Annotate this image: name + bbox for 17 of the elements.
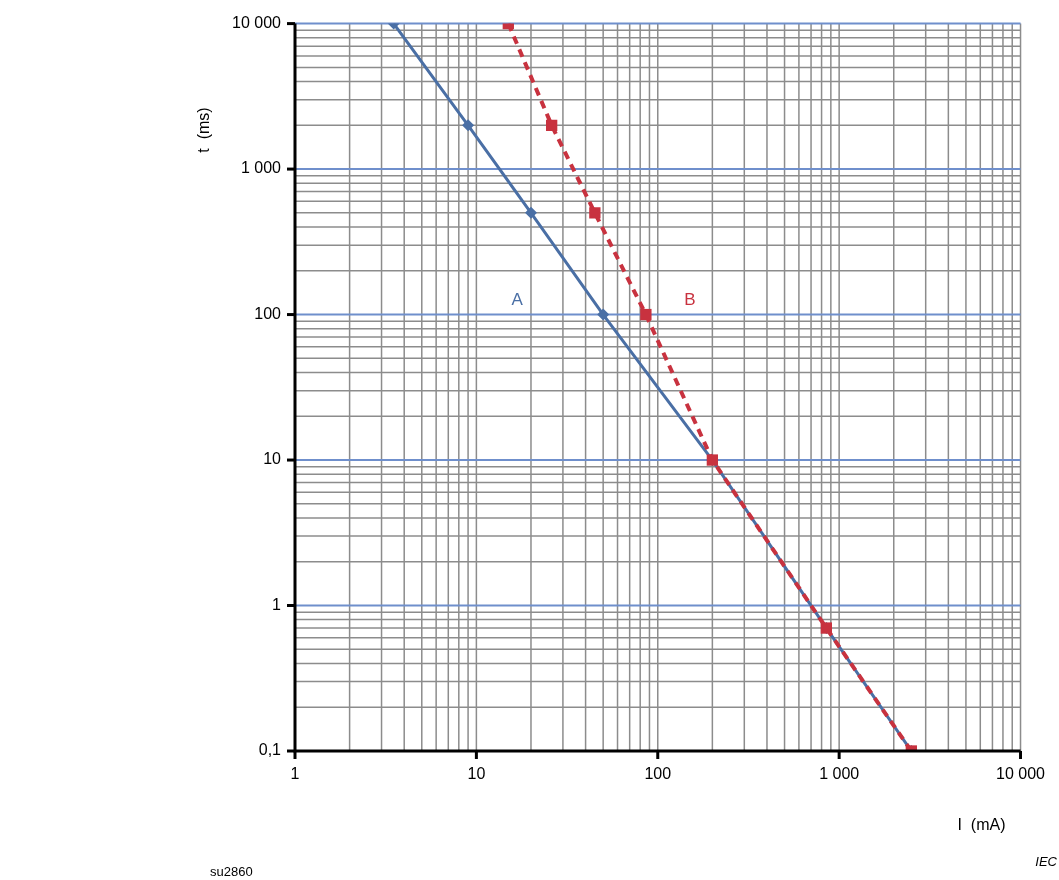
x-tick-label: 10 000 [996,765,1046,783]
x-tick-label: 10 [467,765,486,783]
y-tick-label: 10 [263,450,282,468]
text: su2860 [210,863,253,879]
y-tick-label: 10 000 [232,14,282,32]
y-tick-label: 0,1 [258,741,282,759]
series-label: B [684,290,696,310]
x-tick-label: 100 [644,765,672,783]
y-tick-label: 1 [272,595,282,613]
x-tick-label: 1 [290,765,300,783]
y-tick-label: 1 000 [240,159,282,177]
x-tick-label: 1 000 [819,765,860,783]
y-tick-label: 100 [254,304,282,322]
text: IEC [1035,853,1058,869]
x-axis-title: I (mA) [957,816,1006,834]
y-axis-title: t (ms) [195,107,213,153]
text: A [511,290,524,310]
